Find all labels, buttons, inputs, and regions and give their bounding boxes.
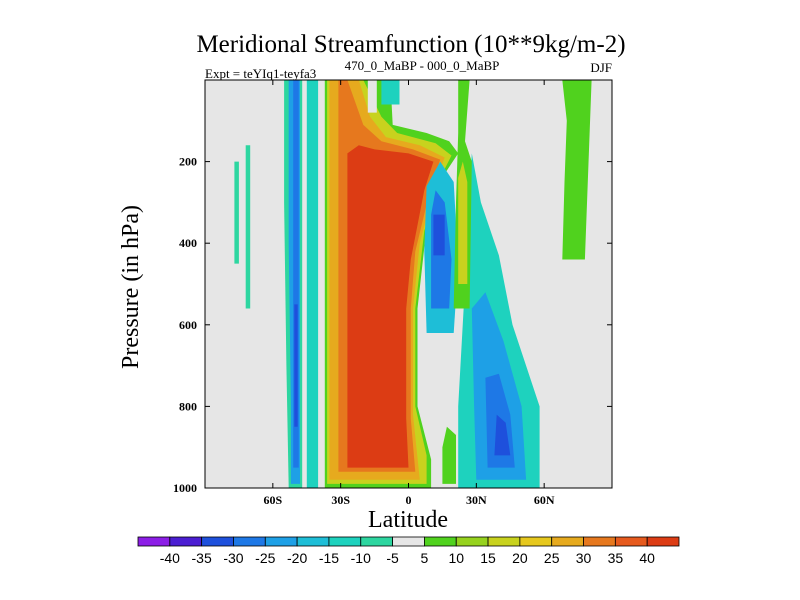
- colorbar-swatch: [264, 536, 298, 547]
- colorbar-swatch: [169, 536, 203, 547]
- colorbar-swatch: [646, 536, 680, 547]
- colorbar-label: 15: [480, 550, 496, 566]
- y-tick-label: 400: [179, 236, 197, 250]
- colorbar-label: 25: [544, 550, 560, 566]
- y-axis-title: Pressure (in hPa): [118, 205, 144, 369]
- y-tick-label: 800: [179, 399, 197, 413]
- contour-region-nh-surface-patch: [442, 426, 456, 484]
- y-axis: 200 400 600 800 1000: [173, 155, 612, 495]
- chart-title: Meridional Streamfunction (10**9kg/m-2): [196, 31, 625, 58]
- colorbar-label: 35: [608, 550, 624, 566]
- chart-subtitle-center: 470_0_MaBP - 000_0_MaBP: [345, 58, 500, 73]
- colorbar-swatch: [424, 536, 457, 547]
- colorbar-label: -5: [386, 550, 399, 566]
- contour-region-equator-top-patch: [367, 80, 377, 113]
- y-tick-label: 1000: [173, 481, 197, 495]
- colorbar-label: 40: [639, 550, 655, 566]
- x-tick-label: 30S: [331, 493, 350, 507]
- contour-region-sh-highlat-patch-2: [245, 145, 251, 309]
- chart-subtitle-left: Expt = teYIq1-teyfa3: [205, 66, 316, 81]
- colorbar-swatch: [328, 536, 362, 547]
- colorbar-label: -25: [255, 550, 275, 566]
- colorbar-label: 10: [448, 550, 464, 566]
- colorbar-swatch: [392, 536, 425, 547]
- x-tick-label: 30N: [466, 493, 487, 507]
- x-axis-title: Latitude: [368, 507, 448, 533]
- contour-region-sh-highlat-patch: [234, 161, 239, 264]
- colorbar-swatch: [487, 536, 521, 547]
- colorbar: -40 -35 -30 -25 -20 -15 -10 -5 5 10 15 20 25 30 35 40: [137, 536, 680, 566]
- contour-region-sh-polar-strip: [306, 80, 319, 488]
- colorbar-label: 20: [512, 550, 528, 566]
- colorbar-swatch: [201, 536, 234, 547]
- colorbar-swatch: [233, 536, 266, 547]
- colorbar-swatch: [583, 536, 616, 547]
- contour-region-tropical-top-patch: [381, 80, 400, 105]
- colorbar-label: -35: [192, 550, 212, 566]
- y-tick-label: 600: [179, 318, 197, 332]
- chart-subtitle-right: DJF: [590, 60, 612, 75]
- colorbar-swatch: [614, 536, 648, 547]
- colorbar-label: -40: [160, 550, 180, 566]
- colorbar-label: 30: [576, 550, 592, 566]
- colorbar-swatch: [296, 536, 330, 547]
- x-axis: 60S 30S 0 30N 60N: [263, 80, 555, 507]
- contour-region-sh-midlat-cell-max: [294, 304, 298, 427]
- y-tick-label: 200: [179, 155, 197, 169]
- contour-region-nh-highlat-cell: [562, 80, 592, 260]
- colorbar-swatch: [519, 536, 553, 547]
- colorbar-label: -15: [319, 550, 339, 566]
- x-tick-label: 60S: [263, 493, 282, 507]
- x-tick-label: 0: [406, 493, 412, 507]
- contour-region-nh-cell-lower-max: [494, 414, 511, 456]
- x-tick-label: 60N: [534, 493, 555, 507]
- contour-region-nh-subtropic-core: [458, 161, 468, 284]
- colorbar-swatch: [551, 536, 584, 547]
- colorbar-label: -20: [287, 550, 307, 566]
- colorbar-swatch: [360, 536, 393, 547]
- colorbar-swatch: [455, 536, 489, 547]
- contour-region-nh-cell-upper-max: [433, 214, 445, 256]
- contour-region-hadley-cell-core: [347, 145, 434, 468]
- colorbar-label: 5: [421, 550, 429, 566]
- colorbar-label: -30: [223, 550, 243, 566]
- contour-regions: [234, 80, 592, 488]
- colorbar-label: -10: [351, 550, 371, 566]
- colorbar-swatch: [137, 536, 171, 547]
